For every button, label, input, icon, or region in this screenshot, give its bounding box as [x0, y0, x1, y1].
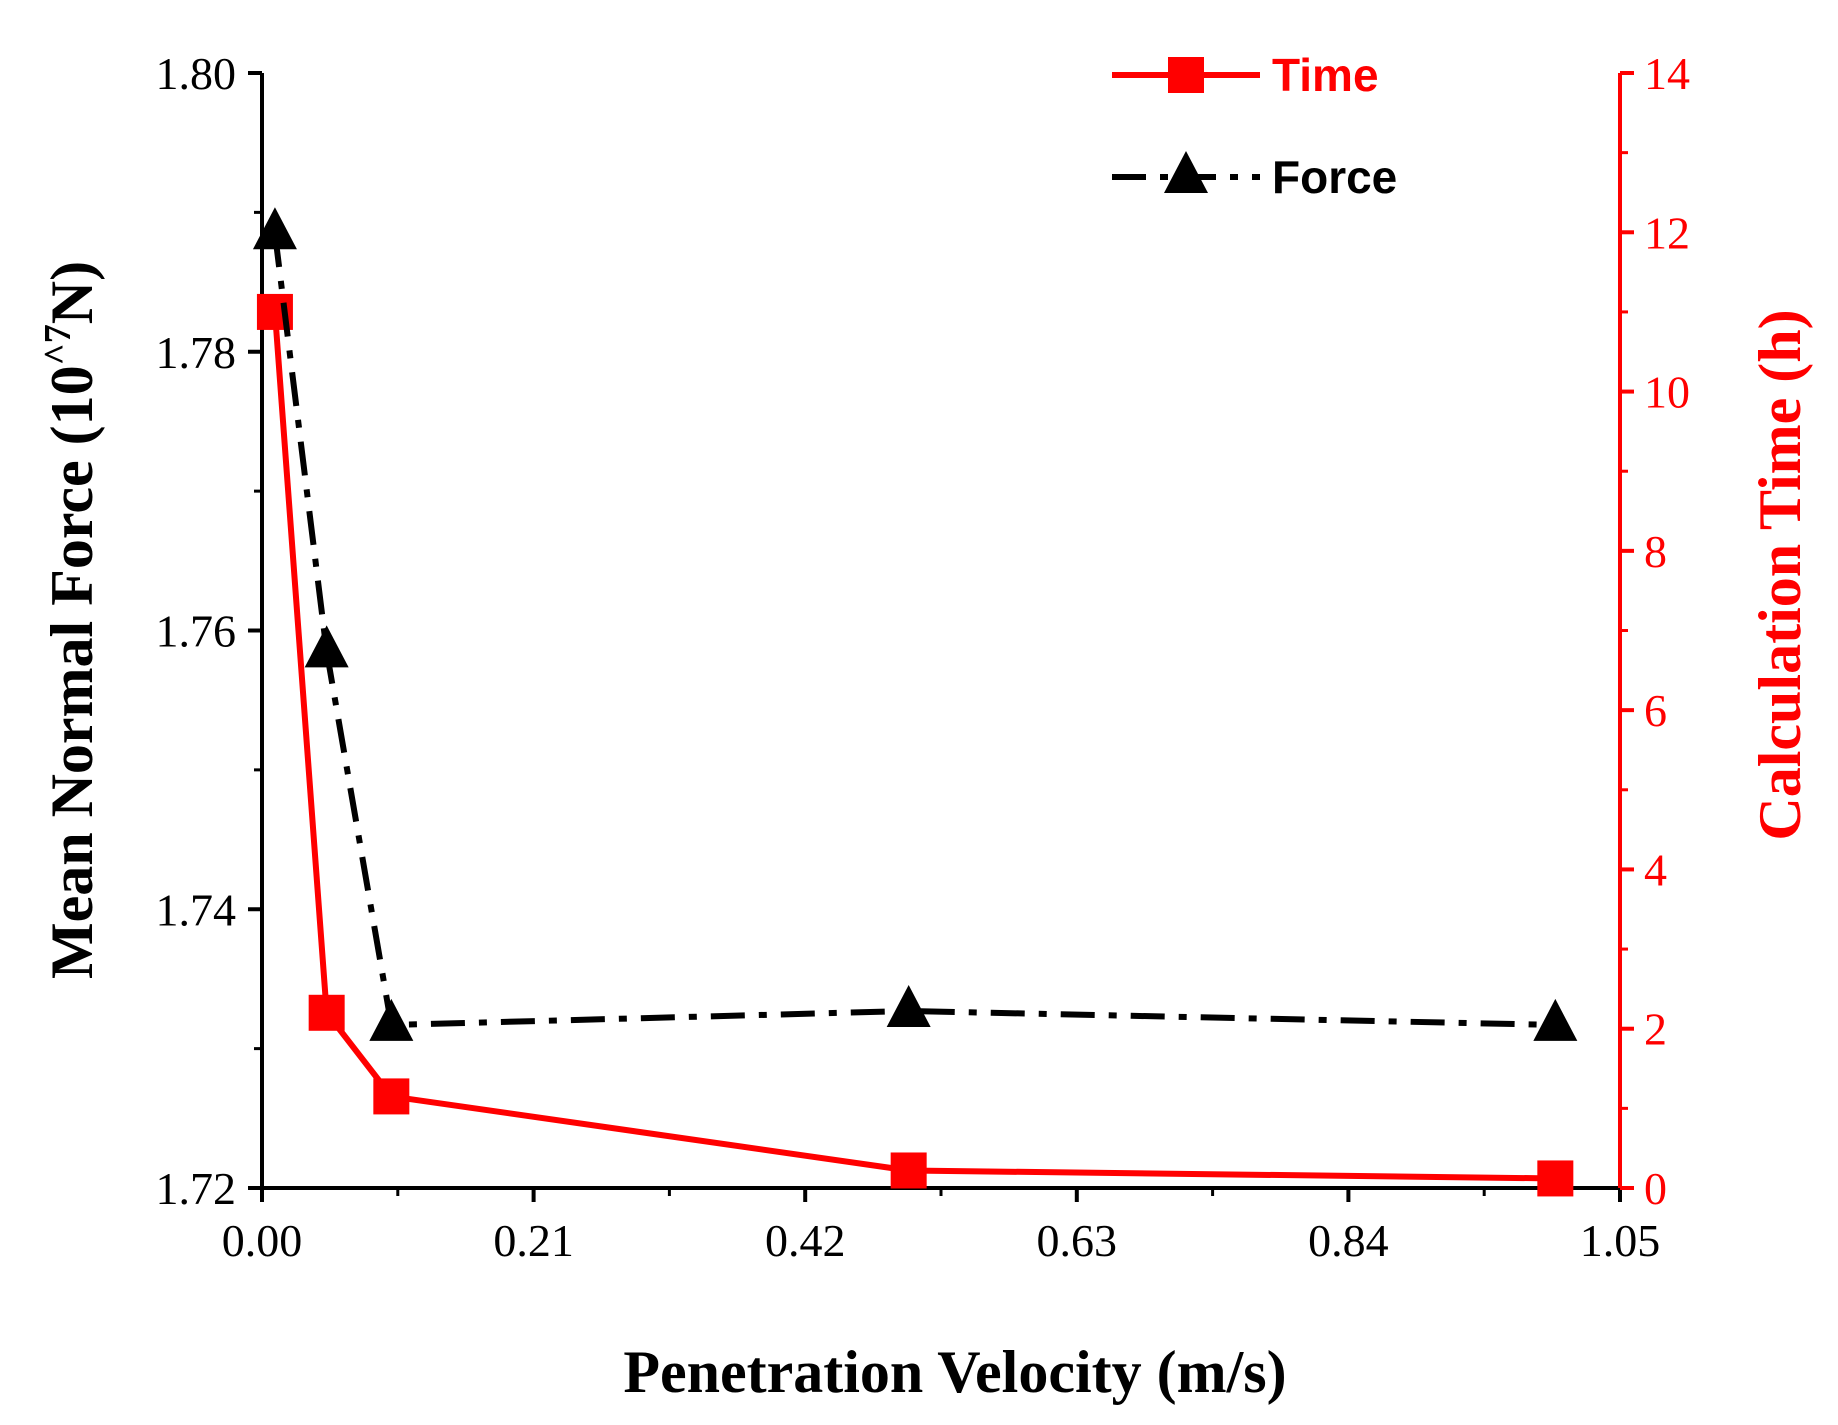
data-point-force	[1533, 998, 1578, 1041]
left-y-tick-label: 1.80	[156, 48, 237, 99]
right-y-tick-label: 6	[1644, 685, 1667, 736]
left-y-tick-label: 1.78	[156, 327, 237, 378]
data-point-force	[252, 207, 297, 250]
data-point-force	[304, 625, 349, 668]
left-y-axis-title: Mean Normal Force (10^7N)	[37, 261, 105, 979]
legend-label-time: Time	[1272, 49, 1379, 101]
axes-layer: 0.00 0.21 0.42 0.63 0.84 1.05 1.72 1.74 1.76 1.78…	[156, 48, 1691, 1266]
right-y-tick-label: 10	[1644, 367, 1690, 418]
left-y-title-sup: ^7	[37, 324, 79, 365]
data-point-time	[1537, 1160, 1574, 1197]
legend: Time Force	[1112, 49, 1397, 203]
left-y-title-tail: N)	[39, 261, 105, 324]
legend-label-force: Force	[1272, 151, 1397, 203]
data-point-time	[890, 1152, 927, 1189]
right-y-tick-label: 14	[1644, 48, 1690, 99]
data-point-force	[369, 998, 414, 1041]
x-tick-label: 0.63	[1037, 1215, 1118, 1266]
x-axis-title: Penetration Velocity (m/s)	[623, 1339, 1286, 1405]
series-line-time	[271, 311, 1556, 1182]
series-layer	[252, 207, 1578, 1197]
right-y-tick-label: 4	[1644, 844, 1667, 895]
right-y-tick-label: 8	[1644, 526, 1667, 577]
x-tick-label: 0.84	[1308, 1215, 1389, 1266]
data-point-force	[886, 984, 931, 1027]
left-y-tick-label: 1.74	[156, 884, 237, 935]
data-point-time	[373, 1078, 410, 1115]
right-y-tick-label: 2	[1644, 1004, 1667, 1055]
right-y-tick-label: 0	[1644, 1163, 1667, 1214]
legend-marker-time	[1168, 57, 1204, 93]
left-y-title-main: Mean Normal Force (10	[39, 365, 105, 979]
left-y-tick-label: 1.76	[156, 606, 237, 657]
x-tick-label: 0.00	[222, 1215, 303, 1266]
left-y-tick-label: 1.72	[156, 1163, 237, 1214]
x-tick-label: 0.42	[765, 1215, 846, 1266]
x-tick-label: 1.05	[1580, 1215, 1661, 1266]
right-y-tick-label: 12	[1644, 207, 1690, 258]
right-y-axis-title: Calculation Time (h)	[1747, 309, 1813, 840]
series-line-force	[271, 232, 1556, 1028]
data-point-time	[308, 994, 345, 1031]
legend-marker-force	[1164, 151, 1208, 193]
x-tick-label: 0.21	[493, 1215, 574, 1266]
